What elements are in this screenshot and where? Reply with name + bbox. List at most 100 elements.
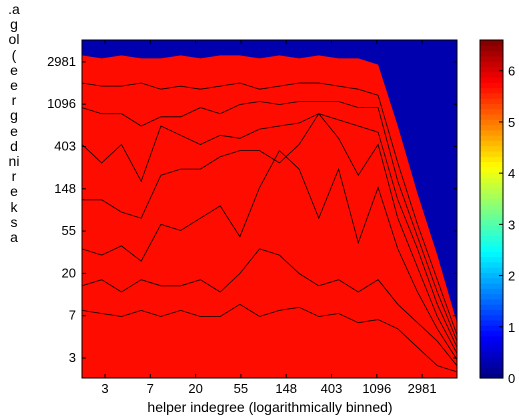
colorbar-segment <box>480 145 503 152</box>
colorbar-segment <box>480 150 503 157</box>
colorbar-segment <box>480 76 503 83</box>
colorbar-segment <box>480 129 503 136</box>
colorbar-segment <box>480 182 503 189</box>
colorbar-segment <box>480 298 503 305</box>
x-tick-label: 20 <box>188 381 202 396</box>
colorbar-segment <box>480 330 503 337</box>
contour-line-1 <box>81 303 458 373</box>
contour-line-4 <box>82 113 458 354</box>
colorbar-segment <box>480 82 503 89</box>
colorbar-segment <box>480 166 503 173</box>
colorbar-segment <box>480 230 503 237</box>
colorbar-segment <box>480 156 503 163</box>
colorbar-segment <box>480 161 503 168</box>
colorbar-segment <box>480 187 503 194</box>
colorbar-segment <box>480 304 503 310</box>
y-tick-label: 3 <box>69 350 76 365</box>
x-axis-ticks: 3 7 20 55 148 403 1096 2981 <box>101 40 437 396</box>
colorbar-tick-label: 2 <box>508 269 515 284</box>
contour-line-6 <box>81 101 458 342</box>
colorbar: 0 1 2 3 4 5 6 <box>479 39 515 386</box>
x-tick-label: 148 <box>275 381 297 396</box>
plot-area <box>81 39 458 379</box>
contour-line-7 <box>81 82 458 336</box>
colorbar-segment <box>480 135 503 141</box>
plot-frame <box>81 39 458 379</box>
colorbar-segment <box>480 309 503 316</box>
x-tick-label: 1096 <box>362 381 391 396</box>
colorbar-segment <box>480 55 503 62</box>
colorbar-segment <box>480 108 503 115</box>
colorbar-segment <box>480 71 503 78</box>
colorbar-segment <box>480 372 503 379</box>
colorbar-segment <box>480 235 503 242</box>
colorbar-segment <box>480 277 503 284</box>
colorbar-tick-label: 1 <box>508 320 515 335</box>
colorbar-segment <box>480 367 503 374</box>
x-tick-label: 55 <box>234 381 248 396</box>
colorbar-segment <box>480 177 503 184</box>
colorbar-segment <box>480 209 503 215</box>
y-axis-ticks: 3 7 20 55 148 403 1096 2981 <box>47 54 457 365</box>
colorbar-segment <box>480 245 503 252</box>
colorbar-segment <box>480 98 503 104</box>
contour-line-2 <box>81 248 458 366</box>
colorbar-segment <box>480 282 503 289</box>
x-axis-label: helper indegree (logarithmically binned) <box>147 399 392 415</box>
colorbar-segment <box>480 198 503 205</box>
colorbar-segment <box>480 214 503 221</box>
colorbar-tick-label: 5 <box>508 115 515 130</box>
colorbar-segment <box>480 346 503 353</box>
y-tick-label: 148 <box>54 181 76 196</box>
colorbar-tick-label: 0 <box>508 371 515 386</box>
colorbar-segment <box>480 113 503 120</box>
colorbar-segment <box>480 103 503 110</box>
colorbar-segment <box>480 224 503 231</box>
colorbar-segment <box>480 119 503 126</box>
y-axis-label: .agol( eergedni reksa <box>8 1 24 246</box>
y-tick-label: 2981 <box>47 54 76 69</box>
y-tick-label: 1096 <box>47 96 76 111</box>
colorbar-segment <box>480 203 503 210</box>
colorbar-segment <box>480 293 503 300</box>
colorbar-frame <box>479 39 504 379</box>
colorbar-segment <box>480 240 503 247</box>
colorbar-segment <box>480 319 503 326</box>
colorbar-segment <box>480 124 503 131</box>
colorbar-segment <box>480 251 503 258</box>
colorbar-segment <box>480 66 503 73</box>
contour-line-3 <box>81 149 458 360</box>
contour-line-5 <box>81 113 458 348</box>
colorbar-segment <box>480 61 503 68</box>
colorbar-segment <box>480 45 503 52</box>
colorbar-segment <box>480 351 503 358</box>
colorbar-segment <box>480 272 503 279</box>
colorbar-segment <box>480 50 503 57</box>
colorbar-segment <box>480 314 503 321</box>
colorbar-segment <box>480 267 503 273</box>
y-tick-label: 7 <box>69 308 76 323</box>
contour-band-9 <box>82 55 457 379</box>
colorbar-segment <box>480 362 503 369</box>
x-tick-label: 3 <box>101 381 108 396</box>
y-tick-label: 55 <box>62 223 76 238</box>
colorbar-tick-label: 3 <box>508 217 515 232</box>
colorbar-tick-label: 6 <box>508 64 515 79</box>
colorbar-segment <box>480 40 503 46</box>
colorbar-segment <box>480 288 503 295</box>
colorbar-segment <box>480 261 503 268</box>
colorbar-segment <box>480 92 503 99</box>
colorbar-segment <box>480 172 503 178</box>
colorbar-segment <box>480 140 503 147</box>
colorbar-segment <box>480 87 503 94</box>
colorbar-segment <box>480 356 503 363</box>
colorbar-segment <box>480 325 503 332</box>
colorbar-segment <box>480 335 503 342</box>
colorbar-segment <box>480 219 503 226</box>
colorbar-segment <box>480 256 503 263</box>
x-tick-label: 7 <box>147 381 154 396</box>
y-tick-label: 20 <box>62 265 76 280</box>
colorbar-segment <box>480 193 503 200</box>
colorbar-tick-label: 4 <box>508 166 515 181</box>
